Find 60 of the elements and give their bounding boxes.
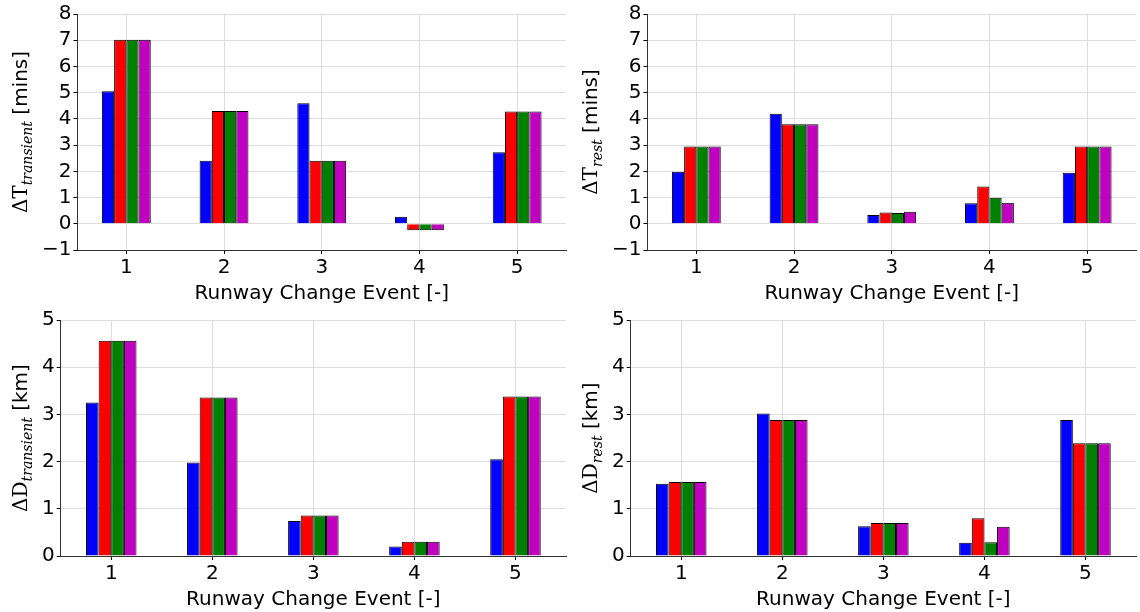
x-tick-label: 1 — [104, 560, 118, 585]
x-tick-label: 4 — [408, 560, 421, 585]
y-tick-label: −1 — [612, 236, 642, 261]
y-tick-label: 0 — [58, 209, 72, 234]
y-tick-label: 4 — [628, 105, 642, 130]
y-tick-label: 0 — [611, 542, 625, 567]
y-tick-label: 2 — [41, 447, 55, 472]
y-tick-label: 3 — [41, 400, 55, 425]
y-tick-label: 3 — [58, 131, 72, 156]
y-tick-label: 0 — [41, 542, 55, 567]
y-tick-label: 8 — [628, 0, 642, 25]
y-tick-label: 5 — [611, 306, 625, 331]
x-tick-label: 3 — [315, 254, 329, 279]
x-tick-label: 4 — [983, 254, 996, 279]
x-tick-label: 1 — [689, 254, 703, 279]
y-tick-label: 1 — [628, 183, 642, 208]
x-tick-label: 5 — [1080, 254, 1094, 279]
y-tick-label: 7 — [628, 26, 642, 51]
x-tick-label: 3 — [877, 560, 890, 585]
x-tick-label: 3 — [885, 254, 899, 279]
x-tick-label: 2 — [787, 254, 801, 279]
y-tick-label: 8 — [58, 0, 72, 25]
y-axis-title: ΔDtransient [km] — [8, 364, 35, 512]
x-tick-label: 5 — [510, 254, 524, 279]
y-tick-label: 5 — [58, 78, 72, 103]
y-tick-label: 3 — [628, 131, 642, 156]
x-axis-title: Runway Change Event [-] — [756, 586, 1011, 611]
y-tick-label: 0 — [628, 209, 642, 234]
x-tick-label: 2 — [775, 560, 789, 585]
x-tick-label: 2 — [205, 560, 219, 585]
x-tick-label: 4 — [413, 254, 426, 279]
y-tick-label: 4 — [611, 353, 625, 378]
y-tick-label: 5 — [41, 306, 55, 331]
y-tick-label: 2 — [611, 447, 625, 472]
x-tick-label: 5 — [1079, 560, 1092, 585]
y-tick-label: 1 — [611, 495, 625, 519]
y-tick-label: 3 — [611, 400, 625, 425]
y-axis-title: ΔTtransient [mins] — [8, 50, 35, 214]
y-axis-title: ΔDrest [km] — [578, 382, 605, 494]
y-tick-label: 2 — [628, 157, 642, 182]
y-tick-label: 6 — [58, 52, 72, 77]
y-tick-label: 7 — [58, 26, 72, 51]
x-axis-title: Runway Change Event [-] — [186, 586, 441, 611]
y-tick-label: 1 — [58, 183, 72, 208]
x-tick-label: 4 — [978, 560, 991, 585]
y-tick-label: 4 — [58, 105, 72, 130]
x-axis-title: Runway Change Event [-] — [764, 280, 1020, 305]
y-tick-label: 2 — [58, 157, 72, 182]
x-tick-label: 1 — [119, 254, 133, 279]
y-tick-label: −1 — [42, 236, 72, 261]
x-tick-label: 3 — [307, 560, 320, 585]
y-tick-label: 5 — [628, 78, 642, 103]
y-tick-label: 4 — [41, 353, 55, 378]
y-axis-title: ΔTrest [mins] — [578, 69, 605, 195]
y-tick-label: 6 — [628, 52, 642, 77]
x-tick-label: 5 — [509, 560, 522, 585]
x-tick-label: 1 — [674, 560, 688, 585]
y-tick-label: 1 — [41, 495, 55, 519]
x-tick-label: 2 — [217, 254, 231, 279]
x-axis-title: Runway Change Event [-] — [194, 280, 450, 305]
